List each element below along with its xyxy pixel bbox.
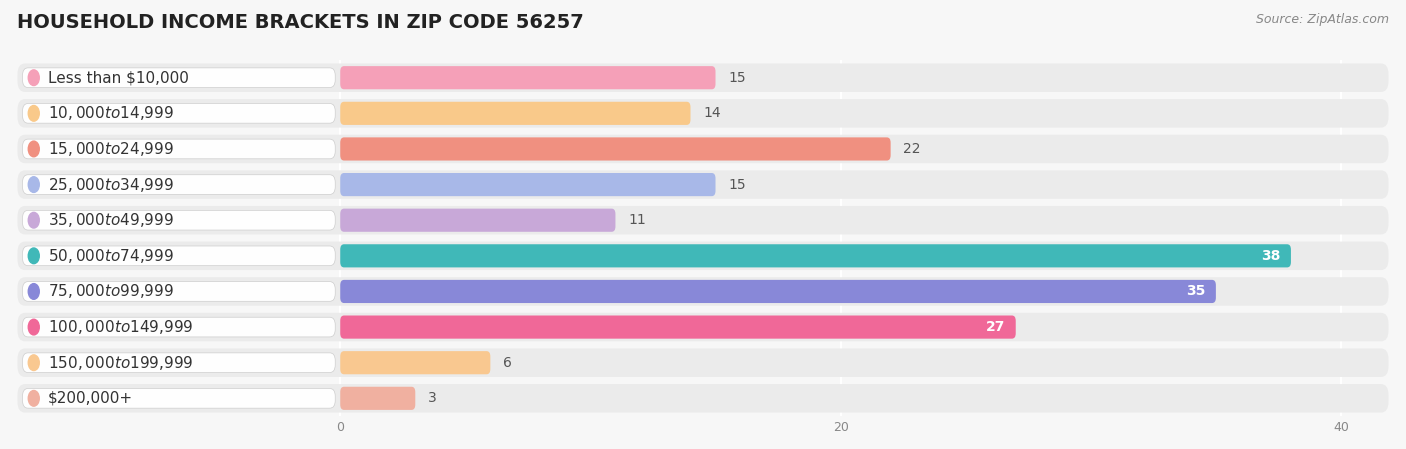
FancyBboxPatch shape (22, 139, 335, 159)
Text: $25,000 to $34,999: $25,000 to $34,999 (48, 176, 173, 194)
Circle shape (28, 70, 39, 86)
FancyBboxPatch shape (340, 351, 491, 374)
FancyBboxPatch shape (340, 173, 716, 196)
Text: 14: 14 (703, 106, 721, 120)
FancyBboxPatch shape (22, 388, 335, 408)
FancyBboxPatch shape (22, 68, 335, 88)
FancyBboxPatch shape (17, 384, 1389, 413)
FancyBboxPatch shape (340, 316, 1015, 339)
FancyBboxPatch shape (17, 348, 1389, 377)
FancyBboxPatch shape (340, 66, 716, 89)
FancyBboxPatch shape (22, 175, 335, 194)
Text: 15: 15 (728, 178, 745, 192)
Text: 35: 35 (1187, 285, 1206, 299)
FancyBboxPatch shape (340, 280, 1216, 303)
Text: $200,000+: $200,000+ (48, 391, 132, 406)
FancyBboxPatch shape (340, 244, 1291, 268)
FancyBboxPatch shape (17, 135, 1389, 163)
Text: $50,000 to $74,999: $50,000 to $74,999 (48, 247, 173, 265)
Text: 27: 27 (987, 320, 1005, 334)
FancyBboxPatch shape (340, 137, 890, 161)
FancyBboxPatch shape (340, 387, 415, 410)
FancyBboxPatch shape (22, 353, 335, 373)
Circle shape (28, 391, 39, 406)
Circle shape (28, 106, 39, 121)
FancyBboxPatch shape (17, 206, 1389, 234)
Text: 11: 11 (628, 213, 645, 227)
FancyBboxPatch shape (17, 99, 1389, 128)
Text: 15: 15 (728, 70, 745, 85)
Circle shape (28, 177, 39, 193)
Text: $100,000 to $149,999: $100,000 to $149,999 (48, 318, 193, 336)
Text: 22: 22 (903, 142, 921, 156)
Circle shape (28, 284, 39, 299)
Text: Less than $10,000: Less than $10,000 (48, 70, 188, 85)
FancyBboxPatch shape (17, 313, 1389, 341)
FancyBboxPatch shape (22, 104, 335, 123)
Circle shape (28, 212, 39, 228)
Text: $10,000 to $14,999: $10,000 to $14,999 (48, 104, 173, 122)
Text: $150,000 to $199,999: $150,000 to $199,999 (48, 354, 193, 372)
Circle shape (28, 355, 39, 370)
Text: $75,000 to $99,999: $75,000 to $99,999 (48, 282, 173, 300)
FancyBboxPatch shape (17, 63, 1389, 92)
Text: $35,000 to $49,999: $35,000 to $49,999 (48, 211, 173, 229)
Circle shape (28, 141, 39, 157)
Text: Source: ZipAtlas.com: Source: ZipAtlas.com (1256, 13, 1389, 26)
Circle shape (28, 319, 39, 335)
FancyBboxPatch shape (17, 242, 1389, 270)
Text: 3: 3 (427, 392, 436, 405)
FancyBboxPatch shape (22, 246, 335, 266)
FancyBboxPatch shape (340, 209, 616, 232)
Text: HOUSEHOLD INCOME BRACKETS IN ZIP CODE 56257: HOUSEHOLD INCOME BRACKETS IN ZIP CODE 56… (17, 13, 583, 32)
FancyBboxPatch shape (340, 102, 690, 125)
FancyBboxPatch shape (22, 317, 335, 337)
FancyBboxPatch shape (22, 282, 335, 301)
Text: 38: 38 (1261, 249, 1281, 263)
FancyBboxPatch shape (17, 277, 1389, 306)
Text: 6: 6 (503, 356, 512, 370)
Text: $15,000 to $24,999: $15,000 to $24,999 (48, 140, 173, 158)
FancyBboxPatch shape (22, 211, 335, 230)
FancyBboxPatch shape (17, 170, 1389, 199)
Circle shape (28, 248, 39, 264)
